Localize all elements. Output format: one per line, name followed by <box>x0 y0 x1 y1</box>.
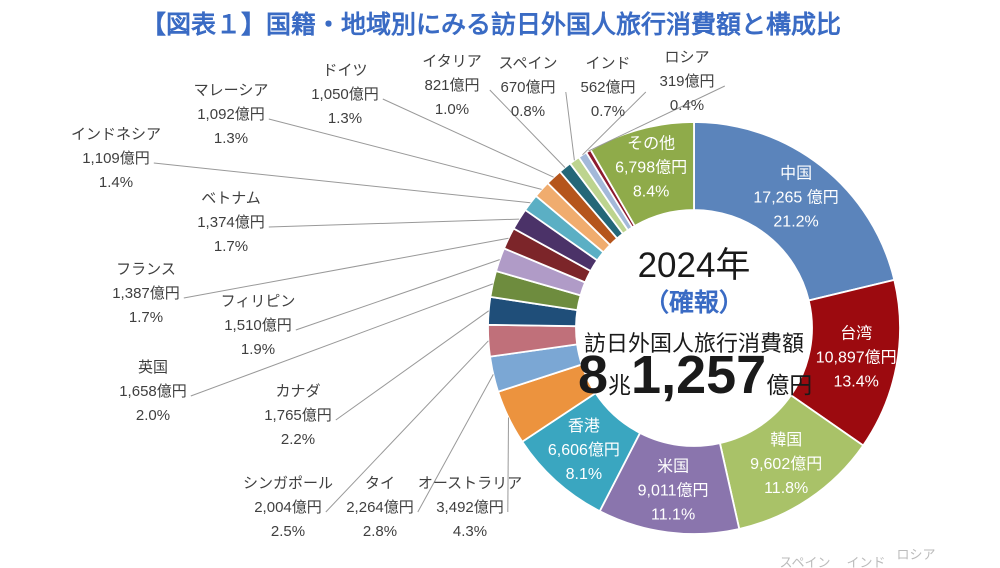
svg-text:2.5%: 2.5% <box>271 523 305 540</box>
svg-text:2.8%: 2.8% <box>363 523 397 540</box>
svg-text:9,602億円: 9,602億円 <box>750 455 822 473</box>
svg-text:1.4%: 1.4% <box>99 174 133 191</box>
svg-text:中国: 中国 <box>780 164 812 182</box>
svg-text:インド: インド <box>585 55 630 72</box>
svg-text:4.3%: 4.3% <box>453 523 487 540</box>
svg-text:フランス: フランス <box>116 261 176 278</box>
svg-text:2024年: 2024年 <box>638 246 751 285</box>
svg-text:0.4%: 0.4% <box>670 97 704 114</box>
svg-text:1,765億円: 1,765億円 <box>264 407 332 424</box>
svg-text:マレーシア: マレーシア <box>194 82 269 99</box>
svg-text:ロシア: ロシア <box>664 49 709 66</box>
svg-text:1,092億円: 1,092億円 <box>197 106 265 123</box>
svg-text:10,897億円: 10,897億円 <box>816 348 897 366</box>
svg-text:スペイン: スペイン <box>499 55 558 72</box>
svg-text:【図表１】国籍・地域別にみる訪日外国人旅行消費額と構成比: 【図表１】国籍・地域別にみる訪日外国人旅行消費額と構成比 <box>141 10 841 39</box>
svg-text:フィリピン: フィリピン <box>221 293 296 310</box>
svg-text:821億円: 821億円 <box>424 77 479 94</box>
svg-text:韓国: 韓国 <box>770 431 802 449</box>
svg-text:イタリア: イタリア <box>422 53 481 70</box>
svg-text:1.0%: 1.0% <box>435 101 469 118</box>
svg-text:17,265 億円: 17,265 億円 <box>753 188 838 206</box>
svg-text:9,011億円: 9,011億円 <box>638 482 709 500</box>
svg-text:インド: インド <box>846 555 885 568</box>
svg-text:21.2%: 21.2% <box>773 213 818 230</box>
svg-text:8.1%: 8.1% <box>566 466 602 483</box>
svg-text:1.7%: 1.7% <box>214 238 248 255</box>
svg-text:2,264億円: 2,264億円 <box>346 499 414 516</box>
svg-text:オーストラリア: オーストラリア <box>418 475 522 492</box>
svg-text:0.7%: 0.7% <box>591 103 625 120</box>
svg-text:ドイツ: ドイツ <box>322 62 367 79</box>
svg-text:11.8%: 11.8% <box>764 480 808 497</box>
svg-text:8.4%: 8.4% <box>633 184 669 201</box>
svg-text:カナダ: カナダ <box>275 383 320 400</box>
svg-text:13.4%: 13.4% <box>834 373 879 390</box>
svg-text:319億円: 319億円 <box>659 73 714 90</box>
svg-text:その他: その他 <box>627 135 675 153</box>
svg-text:670億円: 670億円 <box>500 79 555 96</box>
svg-text:1.3%: 1.3% <box>328 110 362 127</box>
svg-text:台湾: 台湾 <box>840 324 872 342</box>
svg-text:2,004億円: 2,004億円 <box>254 499 322 516</box>
svg-text:（確報）: （確報） <box>644 288 744 317</box>
svg-text:香港: 香港 <box>568 417 600 435</box>
svg-text:タイ: タイ <box>365 475 395 492</box>
svg-text:1.3%: 1.3% <box>214 130 248 147</box>
svg-text:0.8%: 0.8% <box>511 103 545 120</box>
svg-text:2.0%: 2.0% <box>136 407 170 424</box>
svg-text:インドネシア: インドネシア <box>71 126 161 143</box>
svg-text:1,050億円: 1,050億円 <box>311 86 379 103</box>
svg-text:1,109億円: 1,109億円 <box>82 150 150 167</box>
svg-text:1.9%: 1.9% <box>241 341 275 358</box>
svg-text:英国: 英国 <box>138 358 168 376</box>
svg-text:1,658億円: 1,658億円 <box>119 383 187 400</box>
svg-text:ベトナム: ベトナム <box>201 190 261 207</box>
svg-text:スペイン: スペイン <box>779 555 830 568</box>
svg-text:シンガポール: シンガポール <box>243 475 333 492</box>
svg-text:1,510億円: 1,510億円 <box>224 317 292 334</box>
svg-text:1,374億円: 1,374億円 <box>197 214 265 231</box>
svg-text:2.2%: 2.2% <box>281 431 315 448</box>
svg-text:562億円: 562億円 <box>580 79 635 96</box>
svg-text:3,492億円: 3,492億円 <box>436 499 504 516</box>
svg-text:米国: 米国 <box>657 458 689 476</box>
svg-text:6,606億円: 6,606億円 <box>548 441 620 459</box>
svg-text:6,798億円: 6,798億円 <box>615 159 687 177</box>
svg-text:ロシア: ロシア <box>896 547 935 562</box>
svg-text:1.7%: 1.7% <box>129 309 163 326</box>
svg-text:11.1%: 11.1% <box>651 507 695 524</box>
svg-text:1,387億円: 1,387億円 <box>112 285 180 302</box>
